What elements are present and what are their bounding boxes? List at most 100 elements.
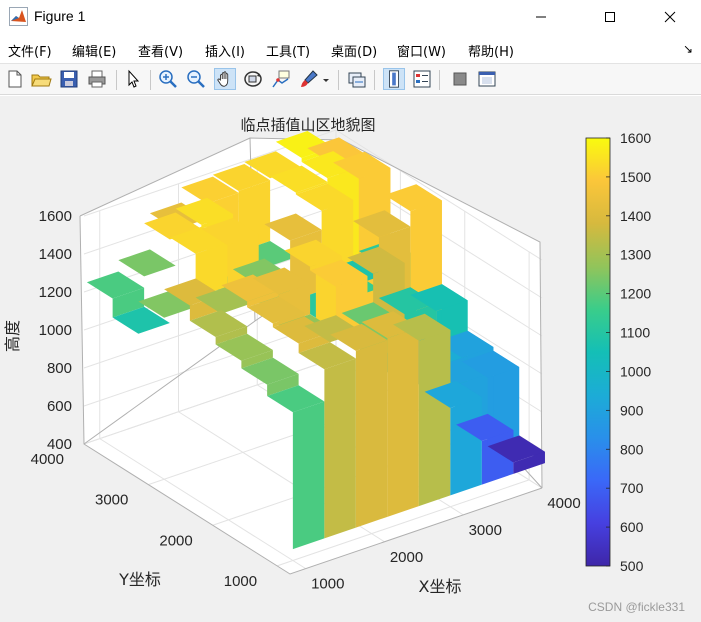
colorbar-tick-label: 1300	[620, 247, 651, 263]
y-axis-label: Y坐标	[118, 570, 161, 589]
toolbar-separator	[150, 70, 151, 90]
x-tick-label: 4000	[547, 495, 580, 512]
brush-icon[interactable]	[298, 68, 320, 90]
surface-top	[295, 183, 354, 211]
surface-cell	[86, 271, 145, 318]
z-tick-label: 1400	[39, 246, 72, 263]
figure-toolbar	[0, 63, 701, 95]
surface-top	[347, 246, 405, 274]
surface-top	[169, 226, 228, 254]
colorbar-tick-label: 600	[620, 519, 644, 535]
surface-top	[201, 217, 259, 245]
surface-top	[270, 165, 328, 193]
print-icon[interactable]	[86, 68, 108, 90]
open-folder-icon[interactable]	[30, 68, 52, 90]
surface-top	[487, 435, 545, 463]
menu-file[interactable]: 文件(F)	[8, 45, 52, 60]
zoom-in-icon[interactable]	[157, 68, 179, 90]
surface-top	[353, 210, 411, 238]
colorbar-tick-label: 1100	[620, 325, 650, 341]
surface-top	[330, 323, 388, 351]
surface-wall	[295, 181, 328, 195]
surface-cell	[241, 357, 299, 397]
surface-top	[378, 287, 437, 315]
pointer-icon[interactable]	[122, 68, 144, 90]
z-tick-label: 1000	[39, 322, 72, 339]
new-file-icon[interactable]	[4, 68, 26, 90]
colorbar-icon[interactable]	[383, 68, 405, 90]
surface-top	[424, 380, 482, 408]
rotate-3d-icon[interactable]	[242, 68, 264, 90]
close-icon	[664, 11, 676, 22]
y-tick-label: 2000	[159, 532, 192, 549]
colorbar[interactable]	[585, 137, 611, 567]
surface-top	[118, 249, 176, 277]
surface-cell	[270, 165, 328, 195]
surface-top	[215, 333, 273, 361]
surface-top	[284, 239, 342, 267]
toolbar-separator	[338, 70, 339, 90]
minimize-icon	[536, 16, 546, 17]
dock-arrow-icon[interactable]: ↘	[682, 42, 693, 56]
surface-wall	[267, 373, 299, 397]
maximize-button[interactable]	[587, 0, 633, 33]
menu-insert[interactable]: 插入(I)	[205, 45, 245, 60]
menu-tools[interactable]: 工具(T)	[266, 45, 311, 60]
colorbar-tick-label: 700	[620, 480, 644, 496]
menu-edit[interactable]: 编辑(E)	[72, 45, 117, 60]
show-plot-tools-icon[interactable]	[476, 68, 498, 90]
surface-plot[interactable]	[86, 131, 545, 550]
surface-cell	[393, 313, 451, 507]
menu-view[interactable]: 查看(V)	[138, 45, 184, 60]
pan-icon[interactable]	[214, 68, 236, 90]
link-plot-icon[interactable]	[346, 68, 368, 90]
plot-title: 临点插值山区地貌图	[240, 116, 375, 134]
z-tick-label: 1600	[39, 208, 72, 225]
surface-top	[247, 296, 305, 324]
window-title: Figure 1	[34, 8, 86, 24]
menu-desktop[interactable]: 桌面(D)	[331, 45, 378, 60]
save-icon[interactable]	[58, 68, 80, 90]
surface-top	[456, 413, 514, 441]
x-tick-label: 1000	[311, 576, 344, 593]
surface-wall	[298, 332, 331, 353]
y-tick-label: 1000	[224, 573, 257, 590]
data-cursor-icon[interactable]	[270, 68, 292, 90]
colorbar-tick-label: 1400	[620, 208, 651, 224]
surface-wall	[247, 290, 279, 308]
surface-cell	[487, 435, 545, 474]
surface-wall	[292, 401, 325, 550]
surface-top	[112, 306, 170, 334]
surface-top	[195, 286, 253, 314]
colorbar-ticks: 500 600 700 800 900 1000 1100 1200 1300 1400 1500 1…	[606, 130, 651, 574]
menu-bar: 文件(F) 编辑(E) 查看(V) 插入(I) 工具(T) 桌面(D) 窗口(W…	[0, 36, 701, 62]
x-tick-label: 2000	[390, 549, 423, 566]
surface-top	[301, 151, 359, 179]
z-tick-label: 600	[47, 398, 72, 415]
z-tick-label: 1200	[39, 284, 72, 301]
colorbar-tick-label: 1200	[620, 286, 651, 302]
surface-top	[298, 342, 356, 370]
chevron-down-icon[interactable]	[322, 78, 330, 84]
surface-wall	[355, 340, 388, 528]
close-button[interactable]	[647, 0, 693, 33]
minimize-button[interactable]	[518, 0, 564, 33]
surface-top	[241, 357, 299, 385]
window-titlebar: Figure 1	[0, 0, 701, 34]
figure-canvas[interactable]: 400 600 800 1000 1200 1400 1600 1000 2000 3000 40…	[0, 96, 701, 622]
x-axis-ticks: 1000 2000 3000 4000	[311, 495, 581, 593]
grid-line-z	[83, 129, 543, 261]
colorbar-tick-label: 1600	[620, 130, 651, 146]
menu-window[interactable]: 窗口(W)	[397, 45, 446, 60]
surface-top	[189, 309, 248, 337]
zoom-out-icon[interactable]	[185, 68, 207, 90]
legend-icon[interactable]	[411, 68, 433, 90]
surface-wall	[241, 350, 273, 369]
y-tick-label: 4000	[31, 451, 64, 468]
toolbar-separator	[116, 70, 117, 90]
surface-wall	[112, 287, 145, 318]
surface-wall	[215, 326, 248, 345]
hide-plot-tools-icon[interactable]	[449, 68, 471, 90]
menu-help[interactable]: 帮助(H)	[468, 45, 514, 60]
z-tick-label: 800	[47, 360, 72, 377]
